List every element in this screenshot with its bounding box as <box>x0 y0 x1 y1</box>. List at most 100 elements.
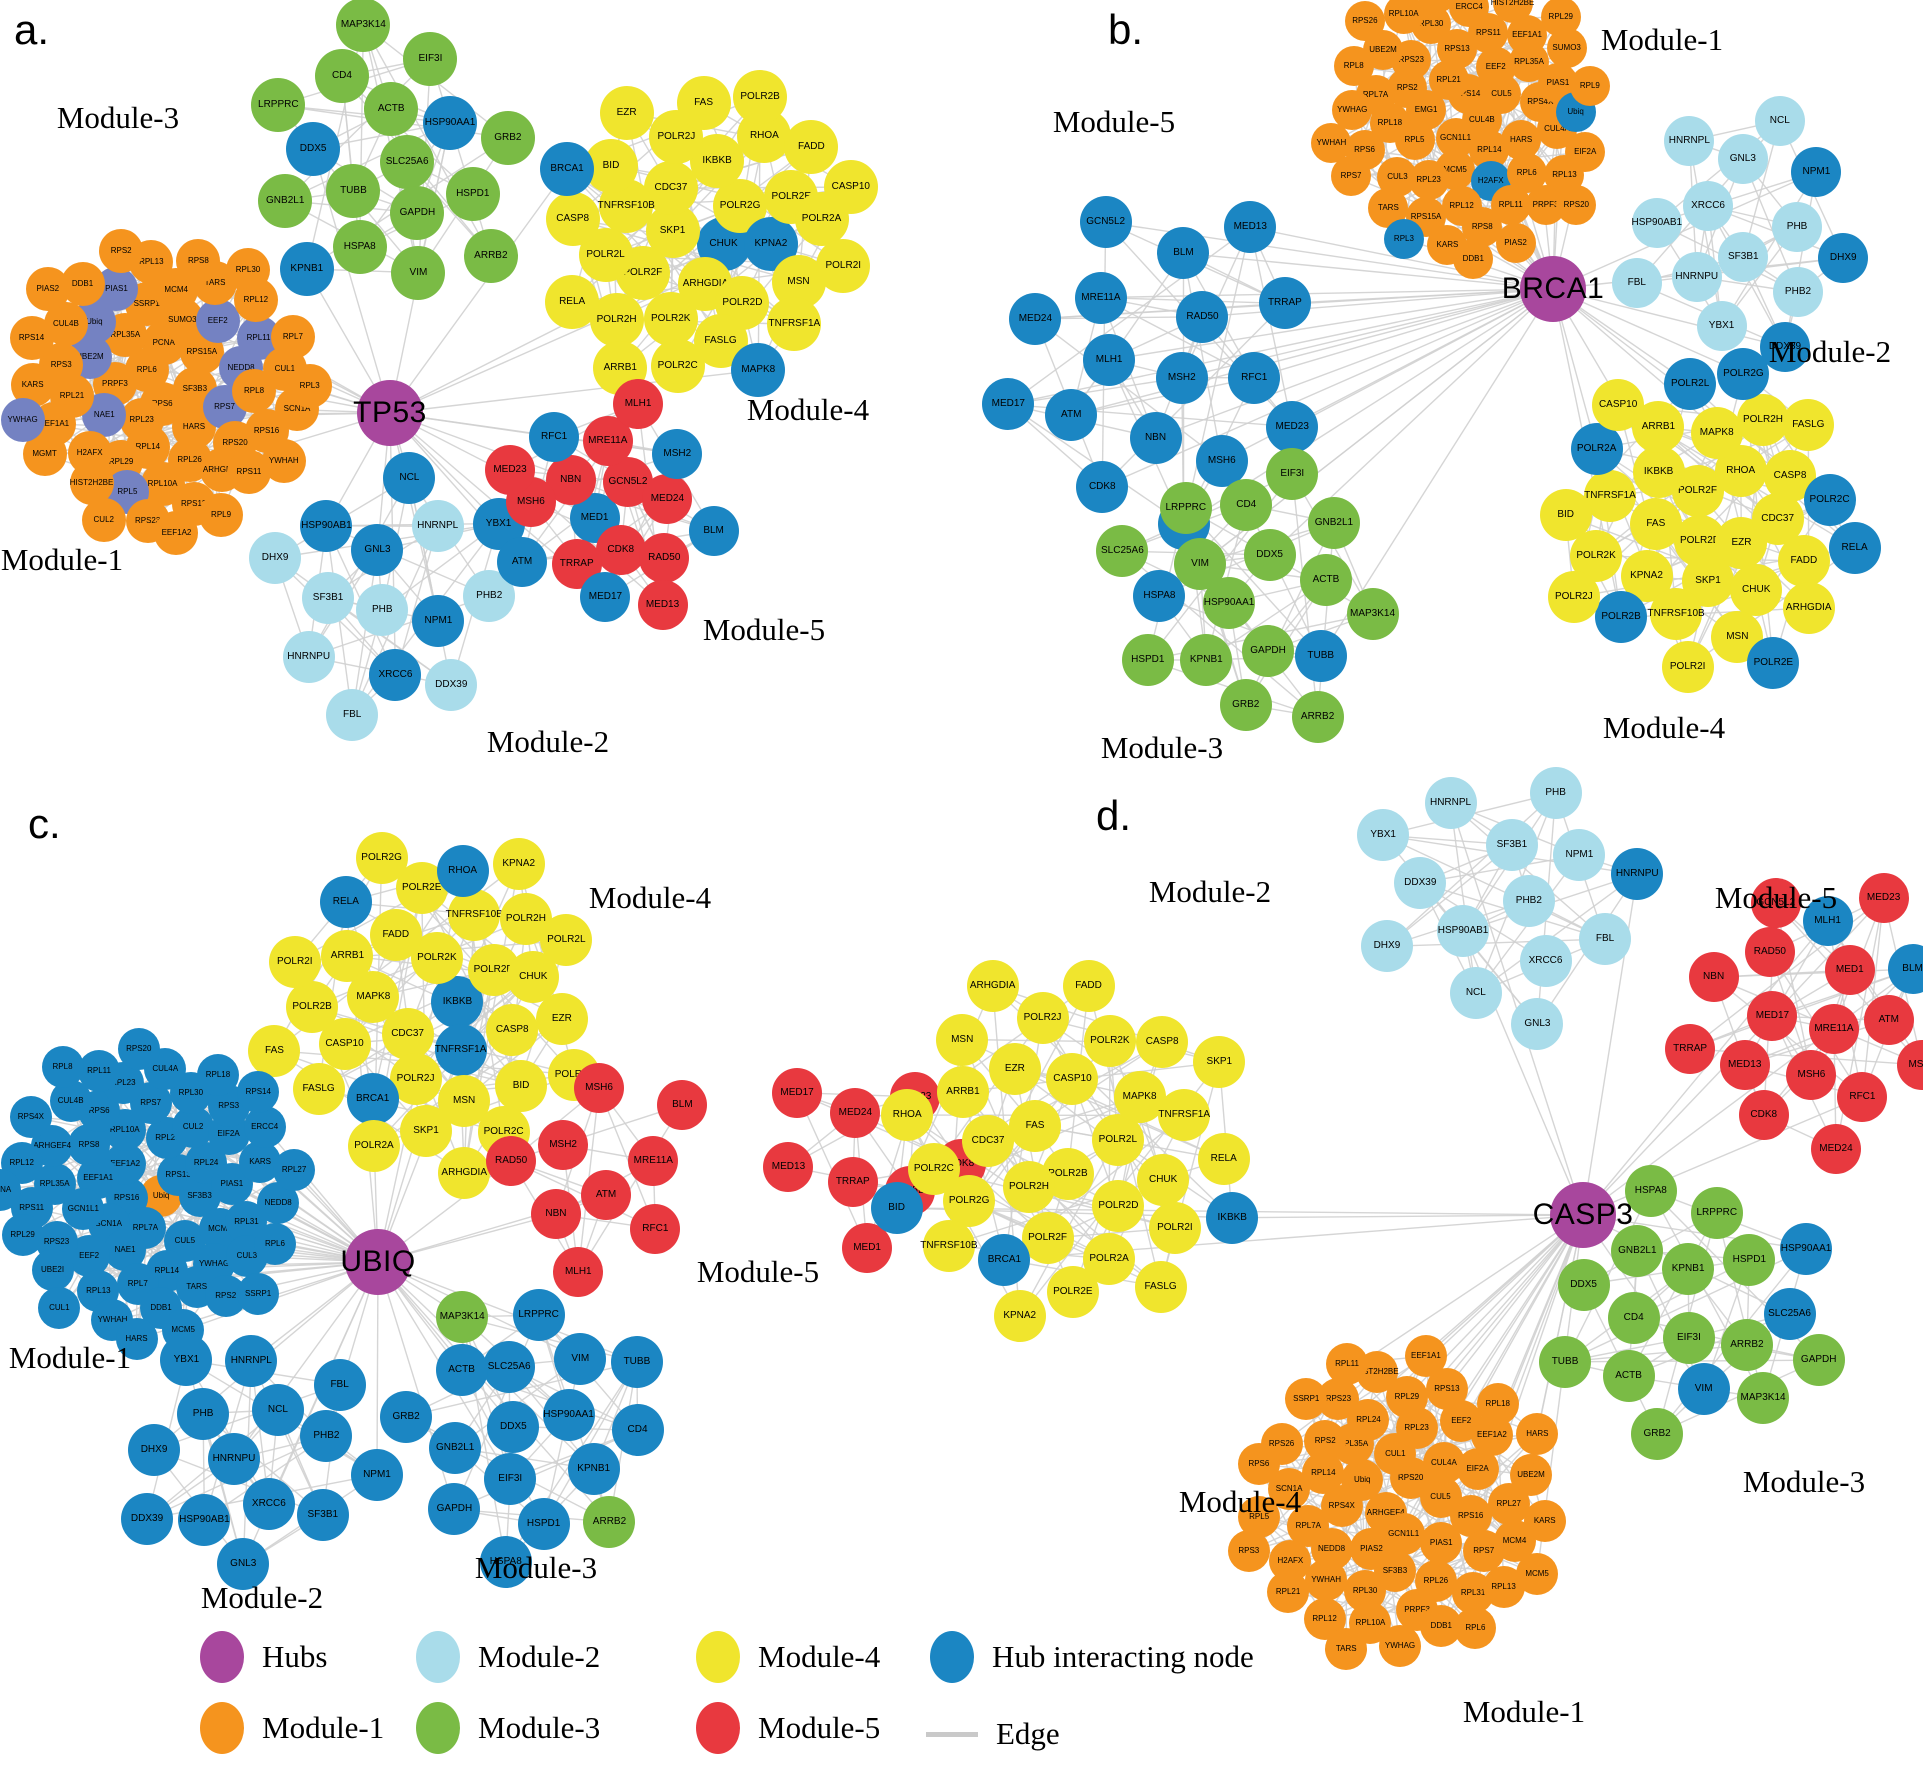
network-node[interactable]: MAP3K14 <box>1737 1372 1790 1425</box>
network-node[interactable]: YWHAG <box>1332 90 1373 131</box>
network-node[interactable]: RPS2 <box>99 228 144 273</box>
network-node[interactable]: BLM <box>688 505 739 556</box>
network-node[interactable]: SKP1 <box>1193 1036 1246 1089</box>
network-node[interactable]: RPL27 <box>273 1148 316 1191</box>
network-node[interactable]: RELA <box>1197 1133 1250 1186</box>
network-node[interactable]: EEF1A1 <box>1404 1335 1447 1378</box>
network-node[interactable]: RHOA <box>881 1089 934 1142</box>
network-node[interactable]: PHB2 <box>1502 874 1555 927</box>
network-node[interactable]: POLR2A <box>347 1120 400 1173</box>
network-node[interactable]: BLM <box>1157 227 1210 280</box>
network-node[interactable]: MLH1 <box>613 378 664 429</box>
network-node[interactable]: SKP1 <box>400 1105 453 1158</box>
network-node[interactable]: NBN <box>1129 411 1182 464</box>
network-node[interactable]: RFC1 <box>1837 1071 1888 1122</box>
hub-node[interactable]: BRCA1 <box>1502 256 1604 322</box>
network-node[interactable]: YWHAG <box>0 398 45 443</box>
network-node[interactable]: HSP90AB1 <box>1631 197 1682 248</box>
network-node[interactable]: MAPK8 <box>731 343 786 397</box>
network-node[interactable]: RAD50 <box>1176 290 1229 343</box>
network-node[interactable]: TNFRSF10B <box>1647 587 1705 640</box>
network-node[interactable]: ARRB1 <box>1632 401 1685 454</box>
network-node[interactable]: GRB2 <box>1631 1407 1684 1460</box>
network-node[interactable]: MSH2 <box>1155 351 1208 404</box>
network-node[interactable]: DDX39 <box>1759 322 1810 373</box>
network-node[interactable]: MAP3K14 <box>1346 587 1399 640</box>
network-node[interactable]: FAS <box>1009 1099 1062 1152</box>
network-node[interactable]: FADD <box>784 120 839 174</box>
network-node[interactable]: GNL3 <box>217 1538 270 1591</box>
network-node[interactable]: HARS <box>1501 119 1542 160</box>
network-node[interactable]: HSPA8 <box>1133 570 1186 623</box>
network-node[interactable]: CD4 <box>611 1404 664 1457</box>
network-node[interactable]: CASP10 <box>823 160 878 215</box>
network-node[interactable]: IKBKB <box>1206 1191 1259 1244</box>
network-node[interactable]: GAPDH <box>1242 625 1295 677</box>
network-node[interactable]: YWHAH <box>1311 123 1352 164</box>
network-node[interactable]: POLR2K <box>1083 1014 1136 1067</box>
network-node[interactable]: BID <box>1539 489 1592 542</box>
network-node[interactable]: HSP90AA1 <box>1203 576 1256 629</box>
network-node[interactable]: ARHGDIA <box>966 960 1019 1013</box>
network-node[interactable]: POLR2A <box>1570 422 1623 475</box>
network-node[interactable]: MAPK8 <box>1113 1070 1166 1123</box>
network-node[interactable]: RPL3 <box>287 363 332 408</box>
network-node[interactable]: HIST2H2BE <box>69 460 114 505</box>
network-node[interactable]: MSH2 <box>538 1120 589 1171</box>
network-node[interactable]: UBE2I <box>31 1248 74 1291</box>
network-node[interactable]: POLR2B <box>1595 591 1648 644</box>
network-node[interactable]: MLH1 <box>553 1247 604 1298</box>
network-node[interactable]: ARRB2 <box>1720 1318 1773 1371</box>
network-node[interactable]: CD4 <box>314 49 369 104</box>
network-node[interactable]: MED23 <box>1858 872 1909 923</box>
network-node[interactable]: PIAS2 <box>1495 222 1536 263</box>
network-node[interactable]: MED1 <box>842 1222 893 1273</box>
network-node[interactable]: RELA <box>545 275 600 330</box>
network-node[interactable]: RPL9 <box>199 492 244 537</box>
network-node[interactable]: FASLG <box>1134 1260 1187 1313</box>
network-node[interactable]: POLR2B <box>733 70 788 125</box>
network-node[interactable]: LRPPRC <box>251 78 306 133</box>
network-node[interactable]: NBN <box>530 1189 581 1240</box>
network-node[interactable]: PIAS2 <box>25 267 70 312</box>
network-node[interactable]: RPL8 <box>1333 46 1374 87</box>
network-node[interactable]: RPS3 <box>1227 1530 1270 1573</box>
network-node[interactable]: TNFRSF1A <box>1584 469 1637 522</box>
network-node[interactable]: MED1 <box>1824 945 1875 996</box>
network-node[interactable]: NPM1 <box>412 595 465 648</box>
network-node[interactable]: MSH2 <box>652 428 703 479</box>
network-node[interactable]: EEF1A2 <box>154 510 199 555</box>
network-node[interactable]: MED13 <box>1719 1039 1770 1090</box>
network-node[interactable]: TNFRSF1A <box>434 1023 487 1076</box>
network-node[interactable]: CUL2 <box>81 498 126 543</box>
network-node[interactable]: FAS <box>676 75 731 130</box>
network-node[interactable]: RPS6 <box>1237 1443 1280 1486</box>
network-node[interactable]: EIF3I <box>1266 448 1319 501</box>
network-node[interactable]: YWHAH <box>1305 1559 1348 1602</box>
network-node[interactable]: CDK8 <box>1738 1090 1789 1141</box>
network-node[interactable]: RHOA <box>436 844 489 897</box>
network-node[interactable]: SF3B1 <box>1485 818 1538 871</box>
network-node[interactable]: EZR <box>535 992 588 1045</box>
network-node[interactable]: BID <box>495 1060 548 1113</box>
network-node[interactable]: MED24 <box>642 474 693 525</box>
network-node[interactable]: DHX9 <box>128 1423 181 1476</box>
network-node[interactable]: POLR2F <box>1021 1212 1074 1265</box>
network-node[interactable]: PHB <box>1772 201 1823 252</box>
network-node[interactable]: MSH6 <box>1786 1049 1837 1100</box>
network-node[interactable]: SSRP1 <box>237 1272 280 1315</box>
network-node[interactable]: GCN5L2 <box>1079 196 1132 249</box>
network-node[interactable]: RPS20 <box>1556 184 1597 225</box>
network-node[interactable]: NCL <box>383 451 436 504</box>
network-node[interactable]: NPM1 <box>350 1448 403 1501</box>
network-node[interactable]: EZR <box>988 1042 1041 1095</box>
network-node[interactable]: VIM <box>391 245 446 300</box>
network-node[interactable]: GRB2 <box>380 1390 433 1443</box>
network-node[interactable]: DHX9 <box>1360 920 1413 973</box>
network-node[interactable]: RPL8 <box>41 1046 84 1089</box>
network-node[interactable]: MED13 <box>637 580 688 631</box>
network-node[interactable]: ACTB <box>364 81 419 136</box>
network-node[interactable]: RPL7 <box>270 315 315 360</box>
network-node[interactable]: FAS <box>1629 497 1682 550</box>
network-node[interactable]: CD4 <box>1607 1292 1660 1345</box>
